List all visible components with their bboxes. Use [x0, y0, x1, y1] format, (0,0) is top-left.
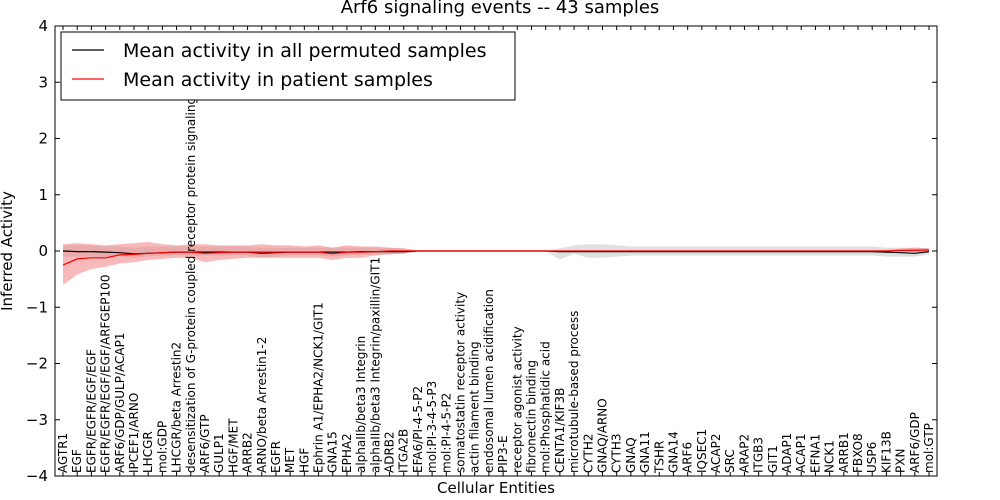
x-tick-label: ARF6/GTP — [198, 414, 212, 473]
x-tick-label: HGF/MET — [226, 418, 240, 473]
x-tick-label: ARRB1 — [837, 432, 851, 473]
x-tick-label: somatostatin receptor activity — [454, 292, 468, 473]
x-tick-label: KIF13B — [879, 431, 893, 473]
x-tick-label: CYTH3 — [610, 434, 624, 474]
x-tick-label: receptor agonist activity — [510, 326, 524, 473]
x-tick-label: GNAQ — [624, 437, 638, 473]
x-tick-label: CYTH2 — [581, 434, 595, 474]
y-tick-label: 4 — [38, 17, 48, 35]
x-tick-label: ITGB3 — [752, 437, 766, 473]
x-tick-label: USP6 — [865, 442, 879, 473]
legend: Mean activity in all permuted samples Me… — [60, 31, 516, 101]
x-tick-label: EGFR/EGFR/EGF/EGF — [84, 349, 98, 473]
x-tick-label: PIP3-E — [496, 435, 510, 473]
y-axis-label: Inferred Activity — [0, 191, 16, 311]
x-tick-label: EGF — [70, 449, 84, 473]
x-tick-label: mol:PI-3-4-5-P3 — [425, 381, 439, 473]
x-tick-label: ACAP1 — [794, 434, 808, 473]
y-tick-label: −1 — [26, 298, 48, 316]
x-tick-label: ARNO/beta Arrestin1-2 — [255, 337, 269, 473]
y-tick-label: 3 — [38, 73, 48, 91]
x-tick-label: ADAP1 — [780, 433, 794, 473]
x-tick-label: IQSEC1 — [695, 429, 709, 473]
x-tick-label: SRC — [723, 449, 737, 473]
x-tick-label: EFA6/PI-4-5-P2 — [411, 386, 425, 473]
x-axis-label: Cellular Entities — [437, 479, 555, 497]
x-tick-label: AGTR1 — [56, 433, 70, 473]
x-tick-label: LHCGR/beta Arrestin2 — [170, 342, 184, 473]
x-tick-label: alphaIIb/beta3 Integrin — [354, 336, 368, 473]
x-tick-label: mol:GDP — [155, 421, 169, 473]
x-tick-label: FBXO8 — [851, 433, 865, 473]
x-tick-label: ACAP2 — [709, 434, 723, 473]
x-tick-label: GNA15 — [326, 431, 340, 473]
series-line-1 — [62, 249, 930, 266]
x-tick-label: desensitization of G-protein coupled rec… — [184, 66, 198, 473]
x-tick-label: ITGA2B — [397, 429, 411, 473]
x-tick-label: mol:PI-4-5-P2 — [439, 393, 453, 473]
x-tick-label: ARF6/GDP — [908, 412, 922, 473]
x-tick-label: ARAP2 — [737, 434, 751, 473]
y-tick-label: −2 — [26, 355, 48, 373]
y-tick-label: 1 — [38, 186, 48, 204]
x-tick-label: EPHA2 — [340, 433, 354, 473]
y-tick-label: −4 — [26, 467, 48, 485]
x-tick-label: alphaIIb/beta3 Integrin/paxillin/GIT1 — [368, 257, 382, 473]
plot-area — [54, 25, 938, 477]
x-tick-label: Ephrin A1/EPHA2/NCK1/GIT1 — [312, 302, 326, 473]
x-tick-label: ADRB2 — [383, 431, 397, 473]
x-tick-label: MET — [283, 447, 297, 473]
x-tick-label: microtubule-based process — [567, 311, 581, 473]
x-tick-label: HGF — [297, 448, 311, 473]
x-tick-label: fibronectin binding — [525, 360, 539, 473]
x-tick-label: GULP1 — [212, 433, 226, 473]
x-tick-label: mol:GTP — [922, 423, 936, 473]
x-tick-label: GNAQ/ARNO — [596, 398, 610, 473]
x-tick-label: GNA14 — [667, 431, 681, 473]
x-tick-label: ARF6 — [681, 442, 695, 473]
x-tick-label: GIT1 — [766, 445, 780, 473]
category-labels: AGTR1 EGF EGFR/EGFR/EGF/EGF EGFR/EGFR/EGF/E… — [56, 66, 936, 474]
legend-box — [60, 31, 516, 101]
x-tick-label: LHCGR — [141, 431, 155, 473]
y-tick-label: −3 — [26, 411, 48, 429]
x-tick-label: mol:Phosphatidic acid — [539, 341, 553, 473]
x-tick-label: endosomal lumen acidification — [482, 289, 496, 473]
x-tick-label: PXN — [894, 449, 908, 473]
y-tick-label: 0 — [38, 242, 48, 260]
axis-ticks: −4 −3 −2 −1 0 1 2 3 4 — [26, 17, 937, 485]
series-lines — [62, 249, 930, 266]
x-tick-label: ARRB2 — [241, 432, 255, 473]
chart-title: Arf6 signaling events -- 43 samples — [341, 0, 660, 18]
x-tick-label: ARF6/GDP/GULP/ACAP1 — [113, 333, 127, 473]
legend-entry-0: Mean activity in all permuted samples — [123, 40, 486, 62]
x-tick-label: NCK1 — [823, 440, 837, 473]
x-tick-label: EFNA1 — [808, 434, 822, 473]
x-tick-label: actin filament binding — [468, 341, 482, 473]
x-tick-label: CENTA1/KIF3B — [553, 388, 567, 473]
x-tick-label: EGFR/EGFR/EGF/EGF/ARFGEP100 — [99, 275, 113, 473]
y-tick-label: 2 — [38, 130, 48, 148]
x-tick-label: TSHR — [652, 441, 666, 474]
x-tick-label: IPCEF1/ARNO — [127, 393, 141, 473]
x-tick-label: GNA11 — [638, 431, 652, 473]
x-tick-label: EGFR — [269, 441, 283, 473]
legend-entry-1: Mean activity in patient samples — [123, 69, 433, 91]
